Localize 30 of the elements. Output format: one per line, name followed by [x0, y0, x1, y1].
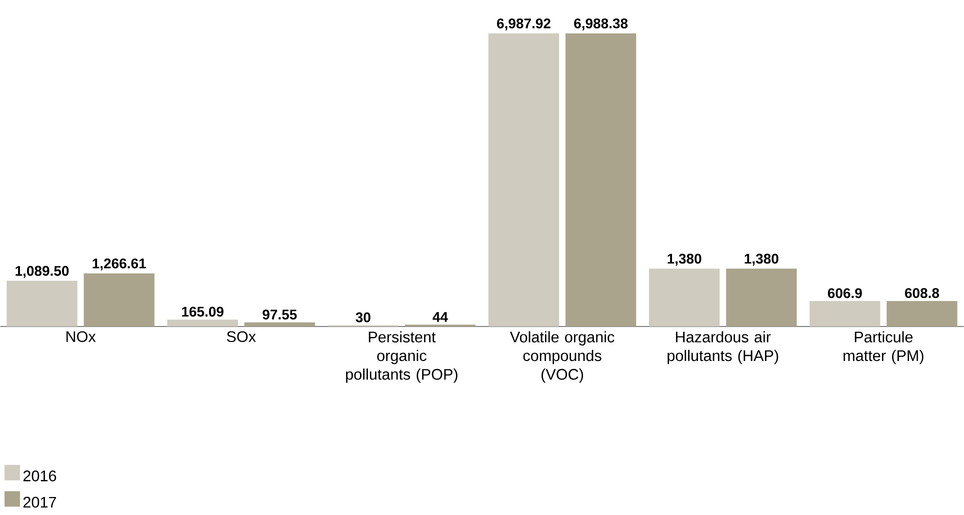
bar	[244, 322, 315, 327]
x-tick-label: NOx	[66, 331, 96, 342]
bar	[167, 320, 238, 327]
data-label: 1,266.61	[92, 258, 146, 271]
data-label: 606.9	[828, 288, 862, 298]
data-label: 30	[356, 312, 370, 322]
x-tick-label: Particule matter (PM)	[844, 331, 924, 364]
data-label: 6,987.92	[497, 18, 550, 30]
data-label: 97.55	[262, 310, 297, 320]
data-label: 1,089.50	[16, 266, 69, 278]
legend-label: 2017	[23, 496, 56, 508]
bar	[6, 280, 78, 327]
data-label: 6,988.38	[574, 18, 628, 30]
x-tick-label: SOx	[226, 331, 256, 342]
bar	[886, 301, 958, 327]
bar	[84, 273, 154, 327]
bar	[726, 268, 797, 327]
data-label: 44	[432, 312, 448, 322]
x-tick-label: Persistent organic pollutants (POP)	[346, 331, 458, 383]
x-tick-label: Hazardous air pollutants (HAP)	[668, 331, 778, 364]
x-tick-label: Volatile organic compounds (VOC)	[510, 331, 614, 383]
bar	[566, 33, 636, 327]
data-label: 1,380	[744, 254, 778, 266]
bar	[488, 33, 560, 327]
bar	[810, 301, 880, 327]
bar	[649, 268, 720, 327]
data-label: 165.09	[182, 306, 224, 317]
data-label: 608.8	[904, 288, 940, 298]
legend-label: 2016	[23, 470, 56, 482]
data-label: 1,380	[668, 254, 702, 266]
